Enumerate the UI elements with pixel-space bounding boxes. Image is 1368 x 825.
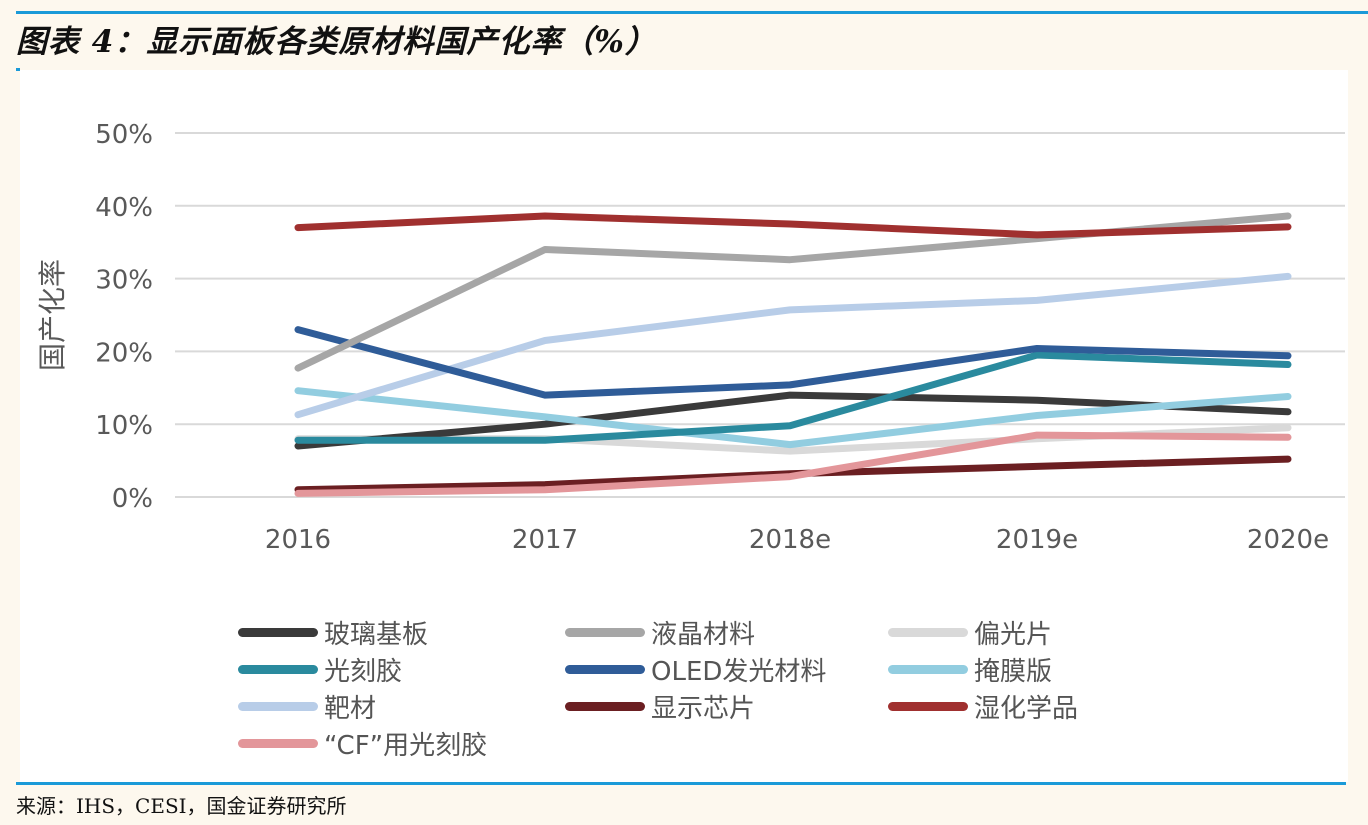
series-line-3 xyxy=(294,351,1292,444)
series-line-0 xyxy=(294,391,1292,450)
legend-label: “CF”用光刻胶 xyxy=(324,730,488,761)
legend-item: 玻璃基板 xyxy=(238,614,428,650)
x-tick-label: 2018e xyxy=(749,525,831,555)
legend-item: 显示芯片 xyxy=(565,688,755,724)
legend-swatch xyxy=(888,664,968,674)
source-note: 来源：IHS，CESI，国金证券研究所 xyxy=(16,794,347,818)
legend-label: 玻璃基板 xyxy=(324,619,429,650)
top-rule xyxy=(16,11,1368,14)
legend-label: 显示芯片 xyxy=(651,693,756,724)
y-tick-label: 40% xyxy=(95,193,153,223)
y-axis-label: 国产化率 xyxy=(36,259,69,371)
legend-swatch xyxy=(888,627,968,637)
bottom-rule xyxy=(16,782,1346,785)
legend-item: 靶材 xyxy=(238,688,376,724)
legend-item: 光刻胶 xyxy=(238,651,402,687)
x-tick-label: 2020e xyxy=(1247,525,1329,555)
legend-swatch xyxy=(565,627,645,637)
legend-item: 液晶材料 xyxy=(565,614,755,650)
y-tick-label: 10% xyxy=(95,411,153,441)
legend-swatch xyxy=(238,738,318,748)
series-line-8 xyxy=(294,212,1292,239)
legend-swatch xyxy=(238,664,318,674)
series-line-5 xyxy=(294,387,1292,449)
x-tick-label: 2016 xyxy=(265,525,331,555)
series-line-6 xyxy=(294,272,1292,419)
x-tick-label: 2017 xyxy=(512,525,578,555)
figure-title: 图表 4：显示面板各类原材料国产化率（%） xyxy=(16,24,657,60)
legend-swatch xyxy=(888,701,968,711)
legend-label: 液晶材料 xyxy=(651,619,756,650)
legend-item: OLED发光材料 xyxy=(565,651,826,687)
y-tick-label: 0% xyxy=(112,484,153,514)
legend-item: “CF”用光刻胶 xyxy=(238,725,487,761)
legend-item: 湿化学品 xyxy=(888,688,1078,724)
y-tick-label: 30% xyxy=(95,266,153,296)
legend-swatch xyxy=(565,664,645,674)
legend-label: 靶材 xyxy=(324,693,377,724)
legend-label: 湿化学品 xyxy=(974,693,1079,724)
series-lines xyxy=(294,212,1292,497)
legend-label: OLED发光材料 xyxy=(651,656,827,687)
y-tick-label: 20% xyxy=(95,338,153,368)
x-axis-ticks: 2016 2017 2018e 2019e 2020e xyxy=(265,525,1329,555)
legend-swatch xyxy=(565,701,645,711)
legend-swatch xyxy=(238,627,318,637)
y-tick-label: 50% xyxy=(95,120,153,150)
y-axis-ticks: 0% 10% 20% 30% 40% 50% xyxy=(95,120,153,514)
series-line-4 xyxy=(294,326,1292,399)
legend-swatch xyxy=(238,701,318,711)
corner-mark xyxy=(16,68,20,71)
chart-panel xyxy=(20,70,1348,782)
legend-label: 偏光片 xyxy=(974,619,1053,650)
legend-item: 掩膜版 xyxy=(888,651,1052,687)
series-line-9 xyxy=(294,431,1292,497)
x-tick-label: 2019e xyxy=(996,525,1078,555)
legend-item: 偏光片 xyxy=(888,614,1052,650)
legend-label: 光刻胶 xyxy=(324,656,403,687)
legend-label: 掩膜版 xyxy=(974,656,1053,687)
